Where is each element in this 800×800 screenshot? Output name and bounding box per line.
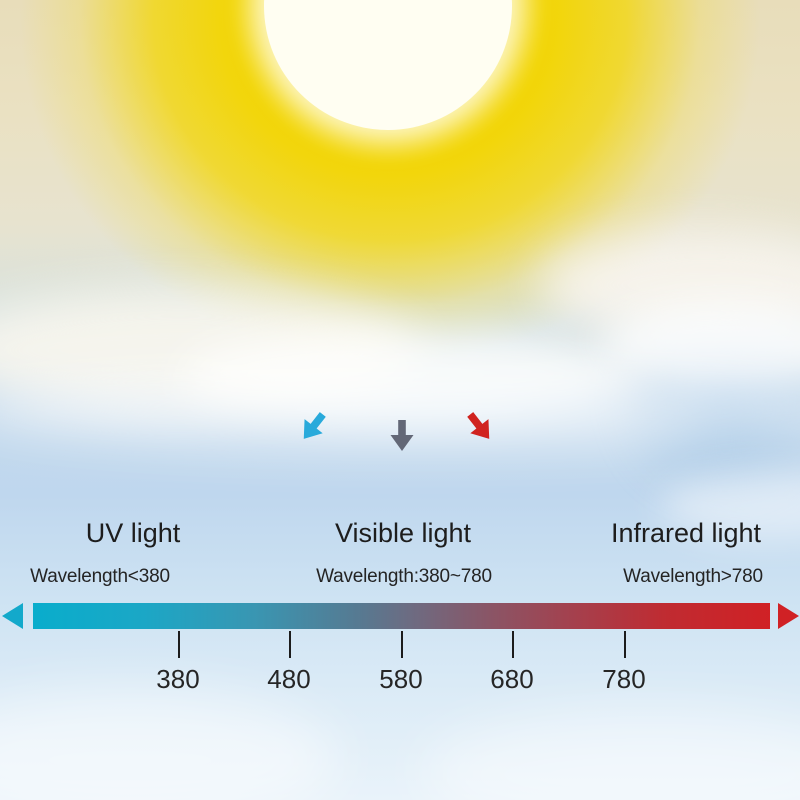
infrared-light-title: Infrared light (610, 518, 762, 548)
axis-tick-label: 580 (379, 664, 423, 694)
uv-ray-arrow-icon (303, 412, 326, 439)
axis-tick-label: 780 (602, 664, 646, 694)
axis-tick-label: 480 (267, 664, 311, 694)
spectrum-left-arrowhead (2, 603, 23, 629)
uv-wavelength-range: Wavelength<380 (30, 566, 170, 587)
uv-ray-arrow-shape (303, 412, 326, 439)
axis-tick-label: 680 (490, 664, 534, 694)
axis-tick (624, 631, 626, 658)
axis-tick (289, 631, 291, 658)
infrared-wavelength-range: Wavelength>780 (623, 566, 763, 587)
infrared-ray-arrow-shape (467, 412, 490, 439)
visible-light-title: Visible light (334, 518, 472, 548)
visible-ray-arrow-shape (390, 420, 414, 451)
uv-light-title: UV light (85, 518, 181, 548)
spectrum-gradient-bar (33, 603, 770, 629)
axis-tick (401, 631, 403, 658)
spectrum-right-arrowhead (778, 603, 799, 629)
axis-tick (512, 631, 514, 658)
axis-tick (178, 631, 180, 658)
visible-wavelength-range: Wavelength:380~780 (316, 566, 492, 587)
infrared-ray-arrow-icon (467, 412, 490, 439)
visible-ray-arrow-icon (390, 420, 414, 451)
axis-tick-label: 380 (156, 664, 200, 694)
